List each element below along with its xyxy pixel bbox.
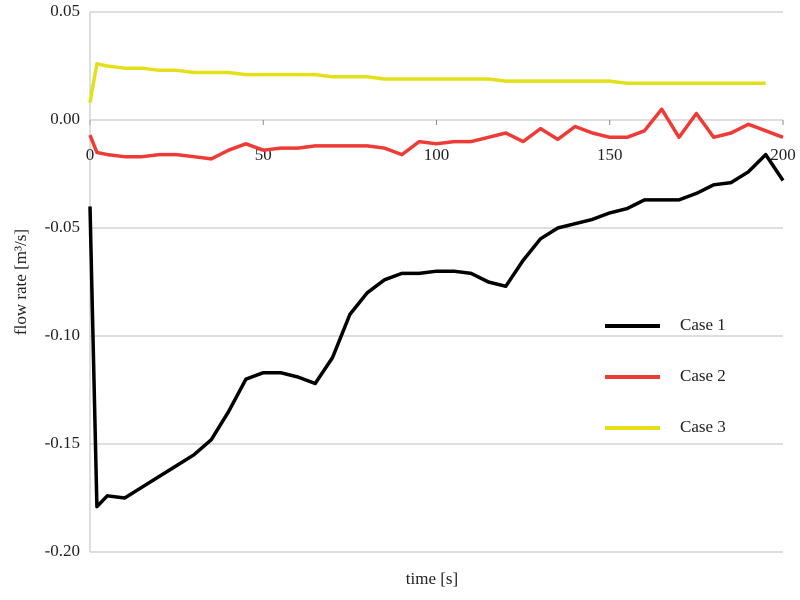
data-line bbox=[88, 107, 784, 161]
y-tick-label: -0.20 bbox=[45, 541, 80, 560]
x-tick-label: 0 bbox=[86, 145, 95, 164]
data-line bbox=[88, 152, 785, 509]
y-tick-label: -0.10 bbox=[45, 325, 80, 344]
legend-label: Case 1 bbox=[680, 315, 726, 334]
legend-label: Case 2 bbox=[680, 366, 726, 385]
y-tick-label: -0.05 bbox=[45, 217, 80, 236]
y-tick-label: 0.00 bbox=[50, 109, 80, 128]
data-line bbox=[88, 62, 766, 104]
legend-label: Case 3 bbox=[680, 417, 726, 436]
x-tick-label: 150 bbox=[597, 145, 623, 164]
x-tick-label: 100 bbox=[424, 145, 450, 164]
y-tick-label: 0.05 bbox=[50, 1, 80, 20]
x-tick-label: 200 bbox=[770, 145, 796, 164]
x-axis-label: time [s] bbox=[406, 569, 458, 588]
y-tick-label: -0.15 bbox=[45, 433, 80, 452]
y-axis-label: flow rate [m³/s] bbox=[11, 229, 30, 335]
